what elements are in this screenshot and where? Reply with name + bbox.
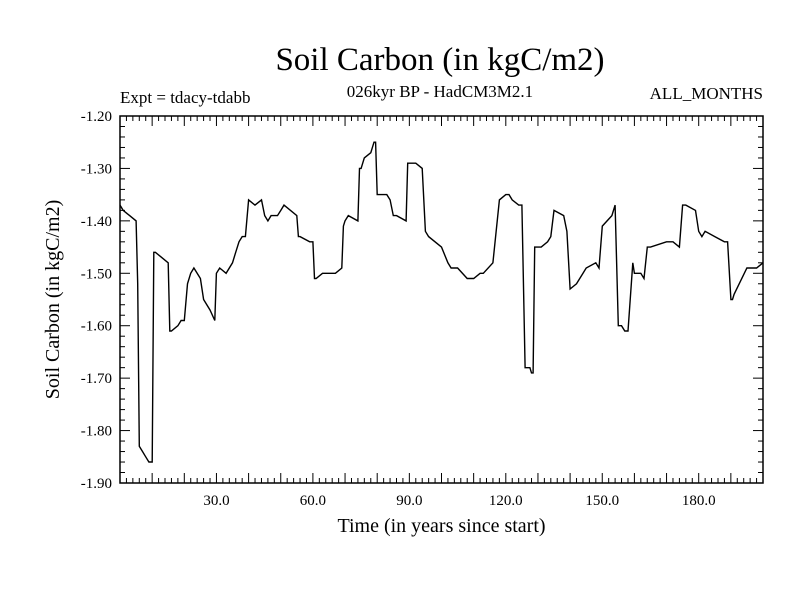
chart-title: Soil Carbon (in kgC/m2)	[275, 42, 605, 78]
experiment-label: Expt = tdacy-tdabb	[120, 88, 251, 107]
plot-frame	[119, 115, 764, 484]
x-tick-label: 30.0	[203, 493, 229, 509]
x-tick-label: 60.0	[300, 493, 326, 509]
x-axis-label: Time (in years since start)	[337, 515, 545, 537]
y-tick-label: -1.50	[81, 266, 112, 282]
y-tick-label: -1.70	[81, 371, 112, 387]
y-axis-label: Soil Carbon (in kgC/m2)	[42, 200, 64, 399]
y-tick-label: -1.20	[81, 109, 112, 125]
y-tick-label: -1.40	[81, 214, 112, 230]
x-tick-label: 150.0	[585, 493, 619, 509]
x-tick-label: 90.0	[396, 493, 422, 509]
soil-carbon-series-line	[119, 141, 764, 463]
x-tick-label: 120.0	[489, 493, 523, 509]
y-tick-label: -1.60	[81, 319, 112, 335]
months-label: ALL_MONTHS	[649, 84, 763, 103]
chart-subtitle: 026kyr BP - HadCM3M2.1	[346, 82, 534, 101]
y-tick-label: -1.90	[81, 476, 112, 492]
x-tick-label: 180.0	[682, 493, 716, 509]
y-tick-label: -1.80	[81, 424, 112, 440]
y-tick-label: -1.30	[81, 161, 112, 177]
